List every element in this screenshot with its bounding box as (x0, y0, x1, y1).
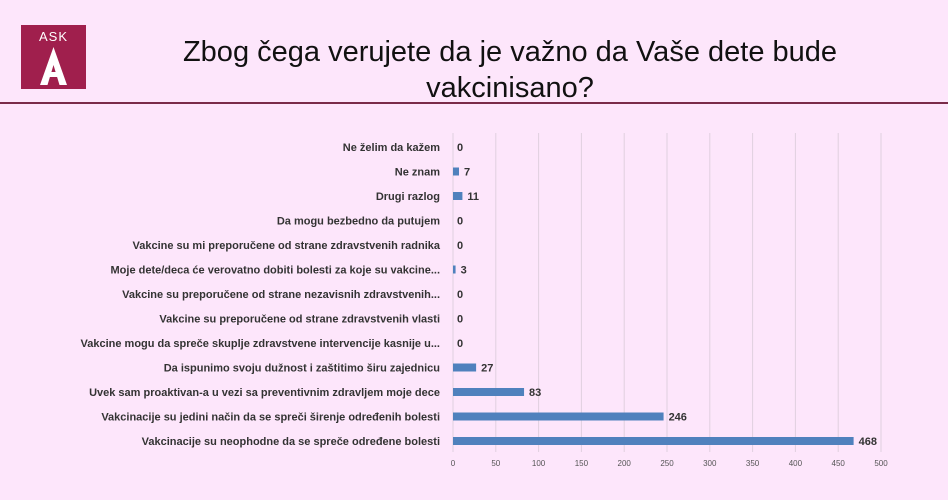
data-label: 0 (457, 289, 463, 301)
chart-title: Zbog čega verujete da je važno da Vaše d… (150, 34, 870, 106)
title-line-2: vakcinisano? (426, 72, 594, 104)
x-tick-label: 350 (746, 459, 760, 468)
data-label: 246 (669, 412, 687, 424)
x-tick-label: 100 (532, 459, 546, 468)
category-label: Vakcine su preporučene od strane nezavis… (122, 289, 440, 301)
category-label: Vakcine su preporučene od strane zdravst… (159, 314, 440, 326)
data-label: 0 (457, 314, 463, 326)
category-label: Da mogu bezbedno da putujem (277, 216, 440, 228)
bar-layer (453, 167, 854, 445)
bar (453, 167, 459, 176)
data-label: 7 (464, 167, 470, 179)
ask-logo: ASK (21, 25, 86, 89)
category-label: Da ispunimo svoju dužnost i zaštitimo ši… (164, 363, 440, 375)
data-label: 0 (457, 338, 463, 350)
category-label: Vakcine mogu da spreče skuplje zdravstve… (81, 338, 441, 350)
logo-text: ASK (38, 29, 68, 44)
category-label: Uvek sam proaktivan-a u vezi sa preventi… (89, 387, 440, 399)
logo-a-icon (40, 47, 67, 85)
bar (453, 192, 463, 200)
data-label: 3 (461, 265, 467, 277)
data-label: 11 (467, 191, 479, 203)
category-label: Ne želim da kažem (343, 142, 440, 154)
x-tick-label: 150 (575, 459, 589, 468)
bar (453, 412, 664, 421)
x-tick-label: 300 (703, 459, 717, 468)
data-label: 468 (859, 436, 877, 448)
x-tick-label: 0 (451, 459, 456, 468)
category-label: Ne znam (395, 167, 440, 179)
category-label: Moje dete/deca će verovatno dobiti boles… (111, 265, 441, 277)
x-tick-label: 50 (491, 459, 500, 468)
data-label: 0 (457, 216, 463, 228)
header-divider (0, 102, 948, 104)
data-label: 83 (529, 387, 541, 399)
x-tick-label: 200 (618, 459, 632, 468)
bar (453, 388, 525, 396)
category-label: Vakcinacije su jedini način da se spreči… (101, 412, 440, 424)
title-line-1: Zbog čega verujete da je važno da Vaše d… (182, 36, 838, 68)
x-tick-label: 500 (874, 459, 888, 468)
data-label: 27 (481, 363, 493, 375)
category-label: Vakcinacije su neophodne da se spreče od… (142, 436, 440, 448)
label-layer: Ne želim da kažem 0 Ne znam 7 Drugi razlog 11… (81, 142, 877, 448)
bar (453, 437, 854, 445)
data-label: 0 (457, 142, 463, 154)
tick-layer: 0 50 100 150 200 250 300 350 400 450 500 (451, 459, 888, 468)
x-tick-label: 400 (789, 459, 803, 468)
grid-layer (452, 133, 882, 452)
bar (453, 265, 456, 274)
category-label: Vakcine su mi preporučene od strane zdra… (132, 240, 440, 252)
data-label: 0 (457, 240, 463, 252)
bar (453, 363, 477, 372)
category-label: Drugi razlog (376, 191, 440, 203)
x-tick-label: 450 (832, 459, 846, 468)
x-tick-label: 250 (660, 459, 674, 468)
